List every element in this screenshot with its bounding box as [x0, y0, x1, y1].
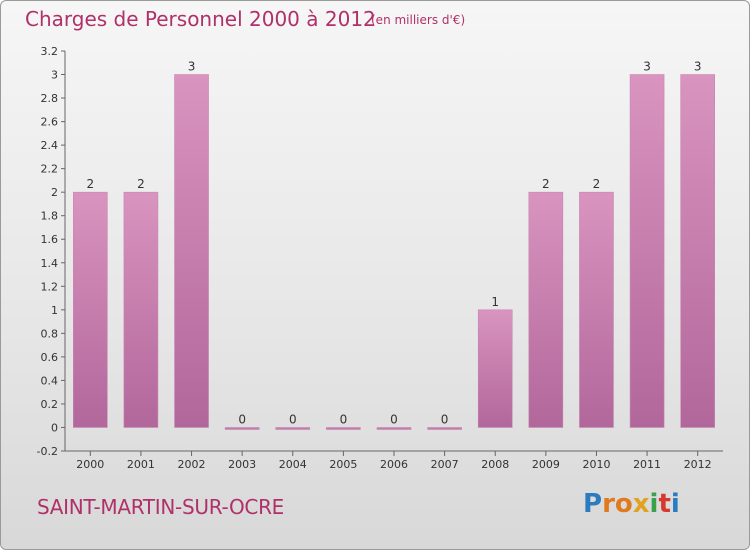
bar: [376, 427, 412, 430]
bar-value-label: 3: [694, 60, 702, 74]
logo-letter: r: [602, 489, 615, 519]
bar: [680, 74, 715, 428]
bar: [477, 309, 513, 428]
y-tick-label: 2.6: [41, 116, 59, 129]
bar: [224, 427, 260, 430]
y-tick-label: -0.2: [37, 445, 58, 458]
bar-value-label: 0: [289, 412, 297, 426]
bar: [326, 427, 361, 430]
x-tick-label: 2000: [76, 458, 104, 471]
y-tick-label: 0.8: [41, 327, 59, 340]
bar-value-label: 3: [188, 60, 196, 74]
chart-title: Charges de Personnel 2000 à 2012: [25, 7, 376, 31]
x-tick-label: 2005: [329, 458, 357, 471]
y-tick-label: 1.2: [41, 280, 59, 293]
bar-value-label: 0: [238, 412, 246, 426]
logo-letter: t: [658, 489, 671, 519]
x-tick-label: 2003: [228, 458, 256, 471]
commune-name: SAINT-MARTIN-SUR-OCRE: [37, 495, 285, 519]
x-tick-label: 2004: [279, 458, 307, 471]
axis-layer: -0.2 0 0.2 0.4 0.6 0.8 1 1.2 1.4 1.6 1.8 2 2.2 2.4 2.6…: [37, 45, 723, 471]
y-tick-label: 3: [51, 69, 58, 82]
y-tick-label: 1: [51, 304, 58, 317]
x-tick-label: 2010: [582, 458, 610, 471]
bar: [528, 191, 564, 428]
logo-letter: x: [632, 489, 650, 519]
bar: [629, 74, 665, 428]
bar: [427, 427, 462, 430]
bar: [174, 74, 209, 428]
logo-letter: o: [614, 489, 633, 519]
bar-value-label: 2: [137, 177, 145, 191]
y-tick-label: 3.2: [41, 45, 59, 58]
y-tick-label: 2.2: [41, 163, 59, 176]
bar: [73, 191, 108, 428]
y-tick-label: 1.4: [41, 257, 59, 270]
x-tick-label: 2008: [481, 458, 509, 471]
y-tick-label: 2.4: [41, 139, 59, 152]
bars-layer: 2 2 3 0 0 0 0 0 1 2 2 3 3: [73, 60, 715, 430]
bar-value-label: 0: [340, 412, 348, 426]
x-tick-label: 2012: [684, 458, 712, 471]
bar-value-label: 1: [491, 295, 499, 309]
bar: [123, 191, 159, 428]
y-tick-label: 2.8: [41, 92, 59, 105]
bar: [275, 427, 311, 430]
bar-value-label: 0: [441, 412, 449, 426]
y-tick-label: 1.8: [41, 210, 59, 223]
y-tick-label: 2: [51, 186, 58, 199]
y-tick-label: 0.6: [41, 351, 59, 364]
y-tick-label: 0.2: [41, 398, 59, 411]
x-tick-label: 2006: [380, 458, 408, 471]
y-tick-label: 0.4: [41, 374, 59, 387]
y-tick-label: 1.6: [41, 233, 59, 246]
bar-value-label: 0: [390, 412, 398, 426]
proxiti-logo: Proxiti: [583, 489, 680, 519]
bar-value-label: 3: [643, 60, 651, 74]
bar-value-label: 2: [593, 177, 601, 191]
x-tick-label: 2002: [178, 458, 206, 471]
bar: [579, 191, 614, 428]
bar-value-label: 2: [542, 177, 550, 191]
x-tick-label: 2011: [633, 458, 661, 471]
x-tick-label: 2001: [127, 458, 155, 471]
bar-value-label: 2: [86, 177, 94, 191]
y-tick-label: 0: [51, 421, 58, 434]
chart-subtitle: (en milliers d'€): [371, 13, 466, 27]
logo-letter: i: [649, 489, 659, 519]
x-tick-label: 2009: [532, 458, 560, 471]
logo-letter: P: [583, 489, 603, 519]
logo-letter: i: [670, 489, 680, 519]
x-tick-label: 2007: [431, 458, 459, 471]
